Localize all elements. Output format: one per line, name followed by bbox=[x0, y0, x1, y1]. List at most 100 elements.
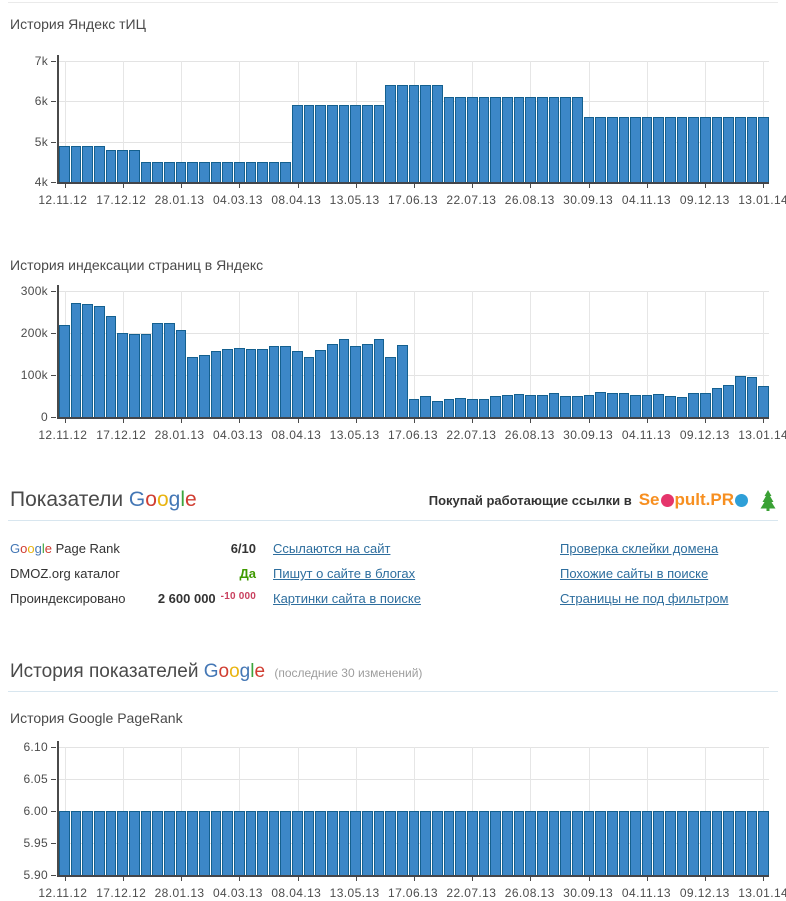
bar bbox=[187, 161, 198, 182]
bar bbox=[443, 97, 455, 182]
bar bbox=[303, 356, 315, 417]
metric-link[interactable]: Картинки сайта в поиске bbox=[273, 591, 421, 606]
y-axis-label: 5.90 bbox=[23, 868, 48, 882]
x-axis-label: 08.04.13 bbox=[271, 886, 322, 900]
google-letter: G bbox=[10, 541, 21, 556]
bar bbox=[93, 145, 105, 182]
google-letter: g bbox=[239, 661, 251, 682]
bar bbox=[397, 811, 408, 875]
seopult-banner[interactable]: Покупай работающие ссылки в Se pult.PR bbox=[428, 489, 776, 511]
christmas-tree-icon bbox=[760, 489, 776, 511]
metric-link[interactable]: Проверка склейки домена bbox=[560, 541, 719, 556]
x-tick bbox=[123, 419, 124, 423]
google-letter: l bbox=[41, 541, 45, 556]
x-axis-label: 08.04.13 bbox=[271, 193, 322, 207]
x-tick bbox=[704, 877, 706, 881]
bar bbox=[490, 811, 501, 875]
bar bbox=[595, 391, 606, 417]
bar bbox=[606, 811, 618, 875]
metric-link[interactable]: Страницы не под фильтром bbox=[560, 591, 729, 606]
bar bbox=[152, 161, 163, 182]
bar bbox=[222, 161, 233, 182]
bar bbox=[257, 348, 268, 417]
google-history-subtitle: (последние 30 изменений) bbox=[274, 666, 423, 680]
bar bbox=[327, 105, 338, 182]
bar bbox=[490, 97, 501, 182]
metric-link[interactable]: Похожие сайты в поиске bbox=[560, 566, 709, 581]
bar bbox=[292, 105, 303, 182]
bar bbox=[245, 348, 257, 417]
x-tick bbox=[763, 877, 765, 881]
x-axis-label: 09.12.13 bbox=[679, 193, 730, 207]
bar bbox=[280, 811, 292, 875]
x-tick bbox=[355, 184, 357, 188]
bar bbox=[513, 393, 525, 417]
google-colored-word: Google bbox=[129, 488, 197, 511]
google-letter: e bbox=[184, 488, 197, 511]
x-tick bbox=[239, 877, 241, 881]
google-letter: g bbox=[34, 541, 42, 556]
x-axis-label: 17.12.12 bbox=[96, 428, 147, 442]
bar bbox=[105, 811, 117, 875]
x-axis-label: 17.06.13 bbox=[388, 886, 438, 900]
x-axis-label: 28.01.13 bbox=[154, 193, 205, 207]
bar bbox=[315, 350, 327, 417]
banner-text: Покупай работающие ссылки в bbox=[428, 492, 632, 508]
bar bbox=[128, 333, 140, 417]
seopult-logo[interactable]: Se pult.PR bbox=[639, 490, 749, 510]
bar bbox=[560, 811, 571, 875]
x-tick bbox=[355, 877, 357, 881]
bar bbox=[583, 811, 595, 875]
chart-title-yandex-tic: История Яндекс тИЦ bbox=[10, 16, 146, 32]
y-axis-label: 6.00 bbox=[23, 804, 48, 818]
bar bbox=[210, 811, 222, 875]
metric-row: Google Page Rank 6/10 Ссылаются на сайт Про… bbox=[10, 541, 786, 566]
v-gridline bbox=[64, 61, 66, 182]
x-tick bbox=[588, 184, 590, 188]
metric-link[interactable]: Пишут о сайте в блогах bbox=[273, 566, 416, 581]
x-tick bbox=[530, 877, 532, 881]
google-indicators-divider bbox=[8, 520, 778, 521]
chart-title-pagerank: История Google PageRank bbox=[10, 710, 183, 726]
y-axis-label: 300k bbox=[20, 284, 48, 298]
x-tick bbox=[181, 419, 183, 423]
bar bbox=[315, 105, 327, 182]
bar bbox=[175, 161, 187, 182]
y-tick bbox=[51, 843, 56, 844]
x-tick bbox=[588, 877, 590, 881]
bar bbox=[198, 811, 210, 875]
yandex-pages-section: История индексации страниц в Яндекс 300k… bbox=[0, 257, 786, 443]
x-tick bbox=[297, 419, 299, 423]
metric-link[interactable]: Ссылаются на сайт bbox=[273, 541, 391, 556]
bar bbox=[630, 811, 641, 875]
metric-label: DMOZ.org каталог bbox=[10, 566, 120, 581]
bar bbox=[303, 105, 315, 182]
x-axis-label: 22.07.13 bbox=[446, 886, 497, 900]
y-axis-label: 100k bbox=[20, 368, 48, 383]
x-tick bbox=[181, 184, 183, 188]
bar bbox=[385, 357, 397, 417]
y-tick bbox=[51, 61, 56, 62]
bar bbox=[560, 396, 571, 417]
seopult-logo-se: Se bbox=[638, 490, 660, 509]
bar bbox=[70, 145, 82, 182]
bar bbox=[478, 399, 490, 417]
x-tick bbox=[530, 419, 532, 423]
plot-area: 6.10 6.05 6.00 5.95 5.90 bbox=[23, 740, 770, 882]
x-axis-label: 17.12.12 bbox=[96, 193, 147, 207]
x-tick bbox=[239, 184, 241, 188]
x-axis-label: 09.12.13 bbox=[679, 428, 730, 442]
x-axis-label: 30.09.13 bbox=[563, 886, 614, 900]
x-axis-label: 28.01.13 bbox=[154, 886, 205, 900]
y-axis-label: 5k bbox=[34, 134, 48, 149]
y-axis-label: 200k bbox=[20, 326, 48, 340]
bar bbox=[82, 811, 93, 875]
bar bbox=[187, 356, 198, 417]
bar bbox=[117, 811, 128, 875]
bar bbox=[315, 811, 327, 875]
bar bbox=[478, 97, 490, 182]
bar bbox=[466, 811, 478, 875]
x-axis-label: 12.11.12 bbox=[38, 886, 88, 900]
google-indicators-header: Показатели Google Покупай работающие ссы… bbox=[10, 488, 776, 512]
x-tick bbox=[297, 184, 299, 188]
